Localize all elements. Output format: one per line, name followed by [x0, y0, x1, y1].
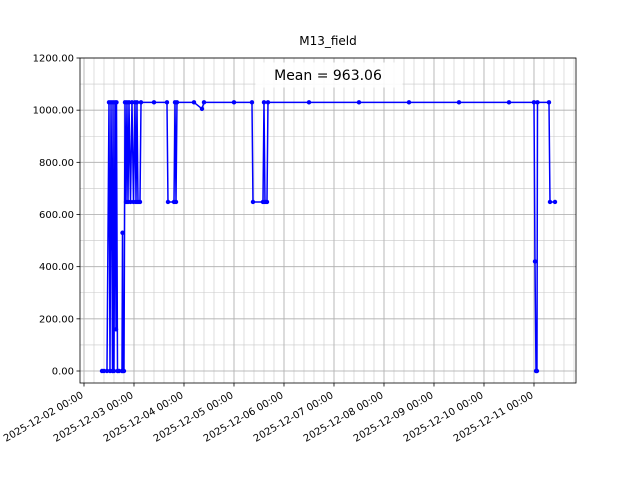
y-tick-label: 1000.00 — [33, 106, 74, 117]
y-tick-label: 1200.00 — [33, 54, 74, 65]
point — [174, 100, 180, 105]
point — [164, 100, 170, 105]
point — [173, 199, 179, 205]
point — [111, 368, 117, 374]
point — [129, 100, 135, 105]
annotation: Mean = 963.06 — [255, 62, 403, 88]
point — [546, 100, 552, 105]
y-tick-label: 600.00 — [39, 210, 74, 221]
point — [201, 100, 207, 105]
point — [231, 100, 237, 105]
plot-frame — [79, 57, 577, 384]
series-line — [101, 101, 555, 372]
point — [250, 199, 256, 205]
point — [552, 199, 558, 205]
point — [356, 100, 362, 105]
point — [249, 100, 255, 105]
point — [113, 327, 119, 332]
point — [134, 100, 140, 105]
point — [531, 100, 537, 105]
point — [114, 100, 119, 105]
point — [532, 259, 538, 264]
annotation-box — [255, 62, 403, 88]
point — [456, 100, 462, 105]
point — [137, 199, 143, 205]
point — [535, 100, 540, 105]
point — [191, 100, 197, 105]
y-tick-label: 0.00 — [52, 367, 74, 378]
point — [264, 199, 270, 205]
point — [138, 100, 144, 105]
point — [199, 106, 205, 112]
y-tick-label: 400.00 — [39, 262, 74, 273]
point — [406, 100, 412, 105]
point — [265, 100, 271, 105]
point — [109, 246, 115, 251]
point — [506, 100, 512, 105]
x-tick-label: 2025-12-02 00:00 — [2, 390, 86, 445]
point — [547, 199, 553, 205]
point — [306, 100, 312, 105]
y-tick-label: 200.00 — [39, 314, 74, 325]
chart-title: M13_field — [299, 34, 357, 48]
point — [121, 368, 127, 374]
point — [165, 199, 171, 205]
point — [261, 100, 267, 105]
point — [151, 100, 157, 105]
point — [534, 368, 540, 374]
point — [128, 199, 133, 205]
point — [104, 368, 110, 374]
point — [120, 230, 125, 235]
annotation-text: Mean = 963.06 — [274, 68, 382, 84]
y-tick-label: 800.00 — [39, 158, 74, 169]
